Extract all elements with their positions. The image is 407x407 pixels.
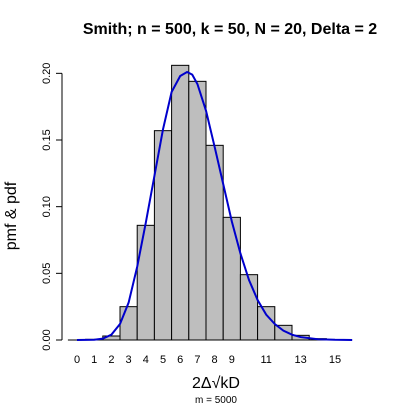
y-tick-label: 0.20 [41,63,53,84]
bar-9 [222,216,241,341]
bar-11 [257,306,276,341]
bar-6 [171,64,190,341]
y-tick-label: 0.15 [41,129,53,150]
density-curve [76,70,353,341]
x-tick-label: 15 [329,354,341,366]
subtitle-label: m = 5000 [195,395,237,406]
x-tick-label: 6 [177,354,183,366]
x-tick-label: 3 [126,354,132,366]
bar-10 [239,274,259,341]
curve-layer [76,70,353,341]
y-tick-label: 0.00 [41,329,53,350]
x-tick-label: 13 [294,354,306,366]
bars-layer [67,64,345,341]
y-axis: 0.00 0.05 0.10 0.15 0.20 [41,63,63,351]
bar-3 [119,306,138,341]
y-tick-label: 0.10 [41,196,53,217]
x-tick-label: 4 [143,354,149,366]
x-tick-label: 8 [212,354,218,366]
chart-title: Smith; n = 500, k = 50, N = 20, Delta = … [83,21,377,38]
x-tick-label: 5 [160,354,166,366]
x-tick-label: 11 [260,354,271,366]
x-axis: 0 1 2 3 4 5 6 7 8 9 11 13 15 [74,354,341,366]
bar-7 [188,80,207,341]
x-tick-label: 9 [229,354,235,366]
y-tick-label: 0.05 [41,263,53,284]
x-tick-label: 1 [91,354,97,366]
bar-12 [274,324,293,341]
x-axis-label: 2Δ√kD [192,375,240,392]
y-axis-label: pmf & pdf [3,181,20,250]
x-tick-label: 2 [108,354,114,366]
x-tick-label: 7 [194,354,200,366]
x-tick-label: 0 [74,354,80,366]
bar-4 [136,224,155,341]
